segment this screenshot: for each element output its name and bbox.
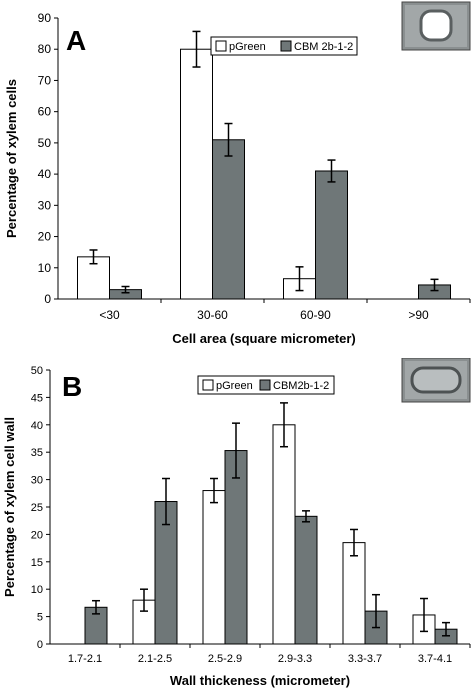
y-tick-label: 80 — [38, 42, 52, 56]
bar-pgreen — [342, 542, 366, 645]
x-tick-label: 3.3-3.7 — [348, 653, 382, 665]
legend-swatch-pgreen — [215, 40, 227, 52]
legend-swatch-cbm — [259, 379, 271, 391]
y-tick-label: 35 — [31, 447, 43, 459]
x-axis-label: Wall thickeness (micrometer) — [170, 673, 350, 688]
y-tick-label: 40 — [31, 420, 43, 432]
legend: pGreen CBM 2b-1-2 — [210, 36, 358, 56]
bar-cbm — [315, 170, 348, 300]
y-tick-label: 30 — [38, 198, 52, 212]
y-tick-label: 0 — [37, 639, 43, 651]
micrograph-wall-thickness — [401, 358, 471, 403]
x-tick-label: 2.1-2.5 — [138, 653, 172, 665]
legend-swatch-cbm — [280, 40, 292, 52]
bar-cbm — [212, 139, 245, 300]
bar-pgreen — [272, 424, 296, 645]
inset-cell — [419, 9, 453, 42]
panel-letter: B — [62, 371, 82, 402]
legend-label-pgreen: pGreen — [229, 41, 266, 53]
x-tick-label: 2.9-3.3 — [278, 653, 312, 665]
y-tick-label: 45 — [31, 392, 43, 404]
y-tick-label: 15 — [31, 557, 43, 569]
inset-cell — [410, 366, 462, 394]
bar-cbm — [224, 450, 248, 645]
y-tick-label: 40 — [38, 167, 52, 181]
x-tick-label: <30 — [99, 308, 120, 322]
y-tick-label: 50 — [31, 365, 43, 377]
x-axis-label: Cell area (square micrometer) — [172, 331, 356, 346]
chart-a-svg: 0 10 20 30 40 50 60 70 80 90 <30 30-60 60-90 >90 Perce… — [4, 1, 471, 346]
bar-pgreen — [77, 256, 110, 300]
bar-cbm — [294, 515, 318, 645]
legend-label-pgreen: pGreen — [216, 380, 253, 392]
x-tick-label: 60-90 — [300, 308, 331, 322]
x-tick-label: 30-60 — [197, 308, 228, 322]
y-tick-label: 50 — [38, 136, 52, 150]
y-tick-label: 70 — [38, 73, 52, 87]
y-tick-label: 20 — [31, 529, 43, 541]
legend: pGreen CBM2b-1-2 — [197, 375, 335, 395]
y-axis-label: Percentage of xylem cell wall — [2, 417, 17, 597]
chart-panel-a: 0 10 20 30 40 50 60 70 80 90 <30 30-60 60-90 >90 Perce… — [4, 1, 471, 346]
y-tick-label: 25 — [31, 502, 43, 514]
y-tick-label: 5 — [37, 612, 43, 624]
bar-pgreen — [180, 48, 213, 300]
chart-b-svg: 0 5 10 15 20 25 30 35 40 45 50 1.7-2.1 2.1-2.5 2.5-2.… — [2, 358, 471, 688]
chart-panel-b: 0 5 10 15 20 25 30 35 40 45 50 1.7-2.1 2.1-2.5 2.5-2.… — [0, 358, 474, 694]
legend-label-cbm: CBM2b-1-2 — [273, 380, 329, 392]
panel-letter: A — [66, 25, 86, 56]
x-tick-label: >90 — [408, 308, 429, 322]
y-tick-label: 10 — [31, 584, 43, 596]
legend-swatch-pgreen — [202, 379, 214, 391]
y-tick-label: 10 — [38, 261, 52, 275]
y-axis-label: Percentage of xylem cells — [4, 79, 19, 238]
x-tick-label: 3.7-4.1 — [418, 653, 452, 665]
y-tick-label: 30 — [31, 475, 43, 487]
y-tick-label: 0 — [44, 292, 51, 306]
x-tick-label: 1.7-2.1 — [68, 653, 102, 665]
legend-label-cbm: CBM 2b-1-2 — [294, 41, 353, 53]
bar-pgreen — [202, 490, 226, 645]
y-tick-label: 90 — [38, 11, 52, 25]
y-tick-label: 20 — [38, 230, 52, 244]
y-tick-label: 60 — [38, 105, 52, 119]
x-tick-label: 2.5-2.9 — [208, 653, 242, 665]
micrograph-cell-area — [401, 1, 471, 51]
